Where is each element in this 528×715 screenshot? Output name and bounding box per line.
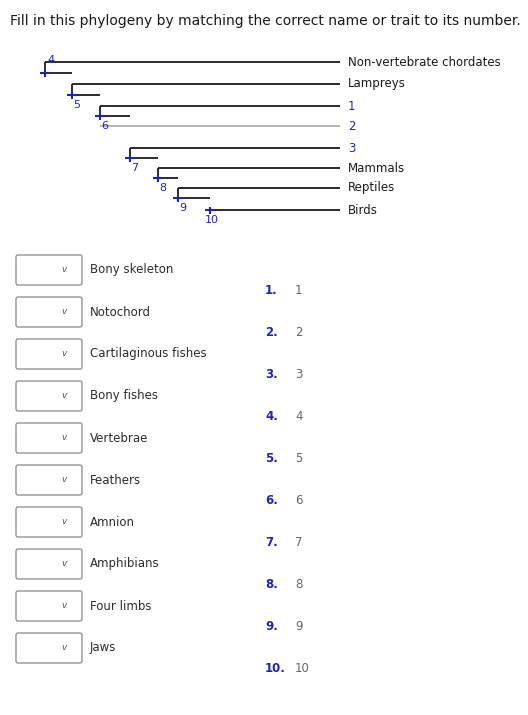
- Text: 2.: 2.: [265, 327, 278, 340]
- Text: v: v: [61, 518, 67, 526]
- Text: v: v: [61, 560, 67, 568]
- Text: Bony skeleton: Bony skeleton: [90, 264, 173, 277]
- Text: 2: 2: [348, 119, 355, 132]
- Text: Jaws: Jaws: [90, 641, 116, 654]
- FancyBboxPatch shape: [16, 339, 82, 369]
- Text: 1: 1: [348, 99, 355, 112]
- Text: v: v: [61, 307, 67, 317]
- FancyBboxPatch shape: [16, 423, 82, 453]
- Text: v: v: [61, 350, 67, 358]
- Text: Cartilaginous fishes: Cartilaginous fishes: [90, 347, 206, 360]
- Text: 6: 6: [295, 495, 303, 508]
- FancyBboxPatch shape: [16, 549, 82, 579]
- Text: Feathers: Feathers: [90, 473, 141, 486]
- Text: v: v: [61, 433, 67, 443]
- Text: Reptiles: Reptiles: [348, 182, 395, 194]
- Text: 6.: 6.: [265, 495, 278, 508]
- Text: 9: 9: [179, 203, 186, 213]
- FancyBboxPatch shape: [16, 465, 82, 495]
- Text: 7: 7: [131, 163, 138, 173]
- Text: 7.: 7.: [265, 536, 278, 550]
- Text: Bony fishes: Bony fishes: [90, 390, 158, 403]
- Text: v: v: [61, 475, 67, 485]
- Text: 1.: 1.: [265, 285, 278, 297]
- Text: Mammals: Mammals: [348, 162, 405, 174]
- Text: v: v: [61, 644, 67, 653]
- Text: Lampreys: Lampreys: [348, 77, 406, 91]
- Text: Amphibians: Amphibians: [90, 558, 159, 571]
- FancyBboxPatch shape: [16, 591, 82, 621]
- Text: 3: 3: [295, 368, 303, 382]
- Text: Fill in this phylogeny by matching the correct name or trait to its number.: Fill in this phylogeny by matching the c…: [10, 14, 521, 28]
- Text: 3.: 3.: [265, 368, 278, 382]
- Text: Four limbs: Four limbs: [90, 599, 152, 613]
- Text: Amnion: Amnion: [90, 516, 135, 528]
- Text: 4: 4: [47, 55, 54, 65]
- FancyBboxPatch shape: [16, 633, 82, 663]
- Text: 10.: 10.: [265, 663, 286, 676]
- Text: 5: 5: [73, 100, 80, 110]
- Text: 8: 8: [295, 578, 303, 591]
- Text: 8.: 8.: [265, 578, 278, 591]
- Text: 10: 10: [205, 215, 219, 225]
- FancyBboxPatch shape: [16, 297, 82, 327]
- Text: 7: 7: [295, 536, 303, 550]
- Text: Non-vertebrate chordates: Non-vertebrate chordates: [348, 56, 501, 69]
- Text: 9.: 9.: [265, 621, 278, 633]
- Text: 10: 10: [295, 663, 310, 676]
- FancyBboxPatch shape: [16, 255, 82, 285]
- Text: Birds: Birds: [348, 204, 378, 217]
- Text: Notochord: Notochord: [90, 305, 151, 318]
- Text: Vertebrae: Vertebrae: [90, 431, 148, 445]
- Text: v: v: [61, 392, 67, 400]
- Text: 6: 6: [101, 121, 108, 131]
- Text: 8: 8: [159, 183, 166, 193]
- Text: 9: 9: [295, 621, 303, 633]
- Text: v: v: [61, 601, 67, 611]
- Text: 5: 5: [295, 453, 303, 465]
- Text: 2: 2: [295, 327, 303, 340]
- Text: 5.: 5.: [265, 453, 278, 465]
- Text: v: v: [61, 265, 67, 275]
- Text: 4.: 4.: [265, 410, 278, 423]
- Text: 1: 1: [295, 285, 303, 297]
- Text: 4: 4: [295, 410, 303, 423]
- FancyBboxPatch shape: [16, 381, 82, 411]
- Text: 3: 3: [348, 142, 355, 154]
- FancyBboxPatch shape: [16, 507, 82, 537]
